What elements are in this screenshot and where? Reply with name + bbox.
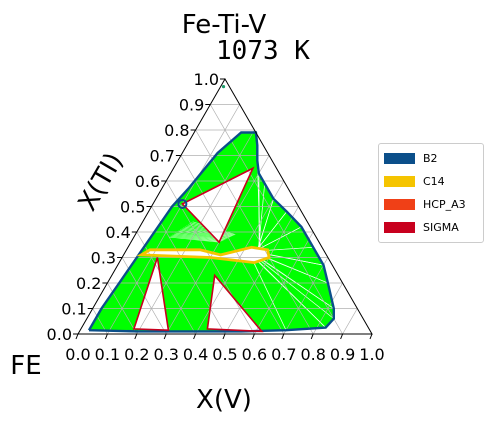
sigma-boundary [206, 273, 264, 333]
sigma-boundary [132, 257, 170, 332]
c14-boundary [136, 245, 271, 265]
x-tick-mark [104, 333, 108, 340]
grid-line [342, 308, 358, 335]
b2-boundary [87, 131, 335, 333]
y-tick-label: 0.3 [91, 249, 116, 268]
y-tick-label: 0.5 [120, 198, 145, 217]
y-tick-label: 0.7 [149, 147, 174, 166]
legend-label: C14 [423, 175, 445, 188]
x-tick-mark [281, 333, 285, 340]
chart-title: Fe-Ti-V [182, 10, 267, 40]
x-tick-mark [310, 333, 314, 340]
tie-line [191, 222, 235, 236]
tie-line [257, 198, 274, 250]
x-axis-label: X(V) [196, 385, 252, 415]
x-tick-mark [340, 333, 344, 340]
x-tick-mark [134, 333, 138, 340]
legend-swatch [384, 199, 415, 210]
chart-subtitle: 1073 K [216, 36, 310, 66]
x-tick-label: 0.5 [212, 345, 237, 364]
grid-line [136, 231, 196, 335]
three-phase-triangle [182, 168, 253, 243]
y-tick-labels: 0.0 0.1 0.2 0.3 0.4 0.5 0.6 0.7 0.8 0.9 1.0 [47, 70, 225, 344]
x-tick-label: 0.6 [242, 345, 267, 364]
y-tick-label: 0.2 [76, 274, 101, 293]
grid-line [283, 257, 329, 335]
y-tick-label: 0.9 [179, 96, 204, 115]
sigma-boundary [181, 166, 255, 244]
tie-line [256, 211, 287, 250]
grid-line [224, 206, 299, 335]
x-tick-label: 1.0 [359, 345, 384, 364]
y-tick-label: 0.1 [61, 300, 86, 319]
x-tick-label: 0.8 [300, 345, 325, 364]
y-tick-label: 0.8 [164, 121, 189, 140]
x-tick-label: 0.9 [330, 345, 355, 364]
legend-swatch [384, 176, 415, 187]
legend-item: HCP_A3 [379, 193, 483, 216]
y-tick-label: 0.4 [105, 223, 130, 242]
legend-swatch [384, 222, 415, 233]
x-tick-label: 0.2 [124, 345, 149, 364]
tie-line [172, 234, 222, 242]
tie-line [170, 235, 221, 242]
x-tick-mark [193, 333, 197, 340]
legend-item: C14 [379, 170, 483, 193]
tie-line [256, 226, 302, 251]
legend-item: B2 [379, 147, 483, 170]
legend-item: SIGMA [379, 216, 483, 239]
x-tick-mark [222, 333, 226, 340]
x-tick-mark [75, 333, 79, 340]
y-tick-label: 1.0 [194, 70, 219, 89]
x-tick-labels: 0.0 0.1 0.2 0.3 0.4 0.5 0.6 0.7 0.8 0.9 1.0 [65, 333, 385, 364]
legend-label: B2 [423, 152, 438, 165]
legend-swatch [384, 153, 415, 164]
tie-line [173, 233, 223, 241]
y-tick-label: 0.0 [47, 325, 72, 344]
grid-line [209, 104, 343, 335]
grid-line [151, 206, 226, 335]
tie-line [254, 251, 324, 266]
tie-line [250, 254, 287, 331]
tie-line [169, 236, 220, 243]
x-tick-mark [163, 333, 167, 340]
y-tick-label: 0.6 [135, 172, 160, 191]
phase-boundaries [87, 85, 335, 333]
grid-line [195, 129, 314, 335]
x-tick-label: 0.4 [183, 345, 208, 364]
corner-label-fe: FE [10, 351, 41, 381]
x-tick-mark [369, 333, 373, 340]
tie-line [187, 224, 233, 237]
x-tick-label: 0.3 [153, 345, 178, 364]
tie-line [180, 229, 227, 239]
legend-label: SIGMA [423, 221, 459, 234]
corner-marker [221, 85, 226, 89]
grid-line [107, 104, 241, 335]
legend-label: HCP_A3 [423, 198, 466, 211]
x-tick-label: 0.0 [65, 345, 90, 364]
x-tick-label: 0.7 [271, 345, 296, 364]
x-tick-mark [251, 333, 255, 340]
tie-line [176, 231, 225, 240]
tie-line [192, 221, 236, 235]
grid-line [180, 155, 285, 335]
x-tick-label: 0.1 [95, 345, 120, 364]
b2-marker [177, 198, 188, 209]
grid-line [165, 155, 270, 335]
tie-line [181, 228, 228, 239]
legend: B2 C14 HCP_A3 SIGMA [378, 143, 484, 243]
